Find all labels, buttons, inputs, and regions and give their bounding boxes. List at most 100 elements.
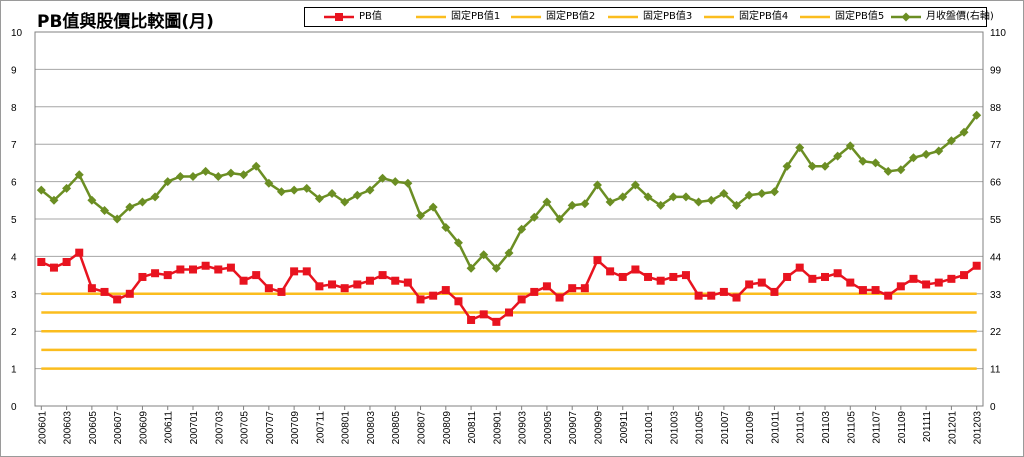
- pb-point: [87, 284, 96, 293]
- pb-point: [467, 315, 476, 324]
- x-tick-label: 200909: [593, 411, 604, 445]
- pb-point: [669, 272, 678, 281]
- x-tick-label: 200607: [113, 411, 124, 445]
- plot-border: [34, 31, 984, 407]
- x-tick-label: 200603: [63, 411, 74, 445]
- price-point: [453, 238, 463, 248]
- legend-swatch: [704, 15, 734, 19]
- pb-point: [214, 265, 223, 274]
- pb-point: [580, 284, 589, 293]
- x-tick-label: 201001: [644, 411, 655, 445]
- pb-point: [821, 272, 829, 281]
- legend-swatch: [324, 13, 354, 21]
- x-tick-label: 200611: [164, 411, 175, 444]
- legend-label: 固定PB值4: [739, 11, 789, 22]
- x-tick-label: 200703: [214, 411, 225, 445]
- pb-point: [365, 276, 374, 285]
- price-point: [517, 224, 527, 234]
- pb-point: [833, 269, 842, 278]
- x-tick-label: 201003: [669, 411, 680, 445]
- price-point: [276, 187, 286, 197]
- pb-point: [681, 271, 690, 280]
- pb-point: [403, 278, 412, 287]
- price-point: [769, 187, 779, 197]
- pb-point: [189, 265, 197, 274]
- price-point: [896, 165, 906, 175]
- price-point: [656, 200, 666, 210]
- price-point: [504, 248, 514, 258]
- x-tick-label: 201005: [695, 411, 706, 445]
- x-tick-label: 200601: [37, 411, 48, 445]
- pb-point: [846, 278, 855, 287]
- price-point: [62, 183, 72, 193]
- legend-swatch: [511, 15, 541, 19]
- price-point: [36, 185, 46, 195]
- pb-point: [113, 295, 122, 304]
- price-point: [959, 127, 969, 137]
- price-point: [744, 190, 754, 200]
- price-point: [479, 250, 489, 260]
- price-point: [643, 192, 653, 202]
- y-right-tick-label: 33: [990, 290, 1002, 301]
- legend-swatch: [608, 15, 638, 19]
- legend-swatch: [416, 15, 446, 19]
- x-tick-label: 200707: [265, 411, 276, 445]
- price-point: [732, 200, 742, 210]
- legend-label: 固定PB值3: [643, 11, 693, 22]
- price-point: [491, 263, 501, 273]
- y-left-tick-label: 1: [11, 365, 17, 376]
- price-point: [757, 189, 767, 198]
- y-right-tick-label: 11: [990, 365, 1001, 376]
- pb-point: [947, 274, 956, 283]
- price-point: [555, 214, 565, 224]
- pb-point: [479, 310, 488, 319]
- pb-point: [505, 308, 513, 317]
- pb-point: [353, 280, 362, 289]
- price-point: [871, 158, 881, 168]
- price-point: [946, 136, 956, 146]
- pb-point: [568, 284, 577, 293]
- pb-point: [378, 271, 387, 280]
- pb-point: [770, 287, 779, 296]
- price-point: [188, 172, 198, 181]
- x-tick-label: 200803: [366, 411, 377, 445]
- x-tick-label: 200801: [341, 411, 352, 445]
- x-tick-label: 200609: [138, 411, 149, 445]
- y-right-tick-label: 66: [990, 178, 1002, 189]
- pb-point: [340, 284, 349, 293]
- x-tick-label: 201107: [872, 411, 883, 444]
- pb-point: [972, 261, 981, 270]
- chart-legend: PB值 固定PB值1 固定PB值2 固定PB值3 固定PB值4 固定PB值5 月收盤價(右軸…: [304, 7, 994, 27]
- legend-label: 固定PB值5: [835, 11, 885, 22]
- price-point: [630, 180, 640, 190]
- price-point: [605, 197, 615, 207]
- price-point: [972, 110, 982, 120]
- pb-point: [201, 261, 210, 270]
- x-tick-label: 201103: [821, 411, 832, 444]
- x-tick-label: 200711: [315, 411, 326, 444]
- price-point: [403, 178, 413, 188]
- price-point: [668, 192, 678, 202]
- pb-point: [808, 274, 817, 283]
- pb-point: [732, 293, 741, 302]
- pb-point: [75, 248, 84, 257]
- price-point: [795, 143, 805, 153]
- price-point: [49, 195, 59, 205]
- pb-point: [656, 276, 665, 285]
- price-point: [251, 161, 261, 171]
- y-right-tick-label: 77: [990, 140, 1002, 151]
- pb-point: [37, 258, 46, 267]
- x-tick-label: 200701: [189, 411, 200, 445]
- x-tick-label: 201111: [922, 411, 933, 443]
- pb-point: [100, 287, 109, 296]
- y-right-tick-label: 0: [990, 402, 996, 413]
- pb-point: [252, 271, 261, 280]
- price-point: [365, 185, 375, 195]
- price-point: [213, 172, 223, 181]
- pb-point: [125, 289, 134, 298]
- x-tick-label: 200705: [240, 411, 251, 445]
- price-point: [239, 170, 249, 180]
- price-point: [694, 197, 704, 207]
- y-left-tick-label: 7: [11, 140, 17, 151]
